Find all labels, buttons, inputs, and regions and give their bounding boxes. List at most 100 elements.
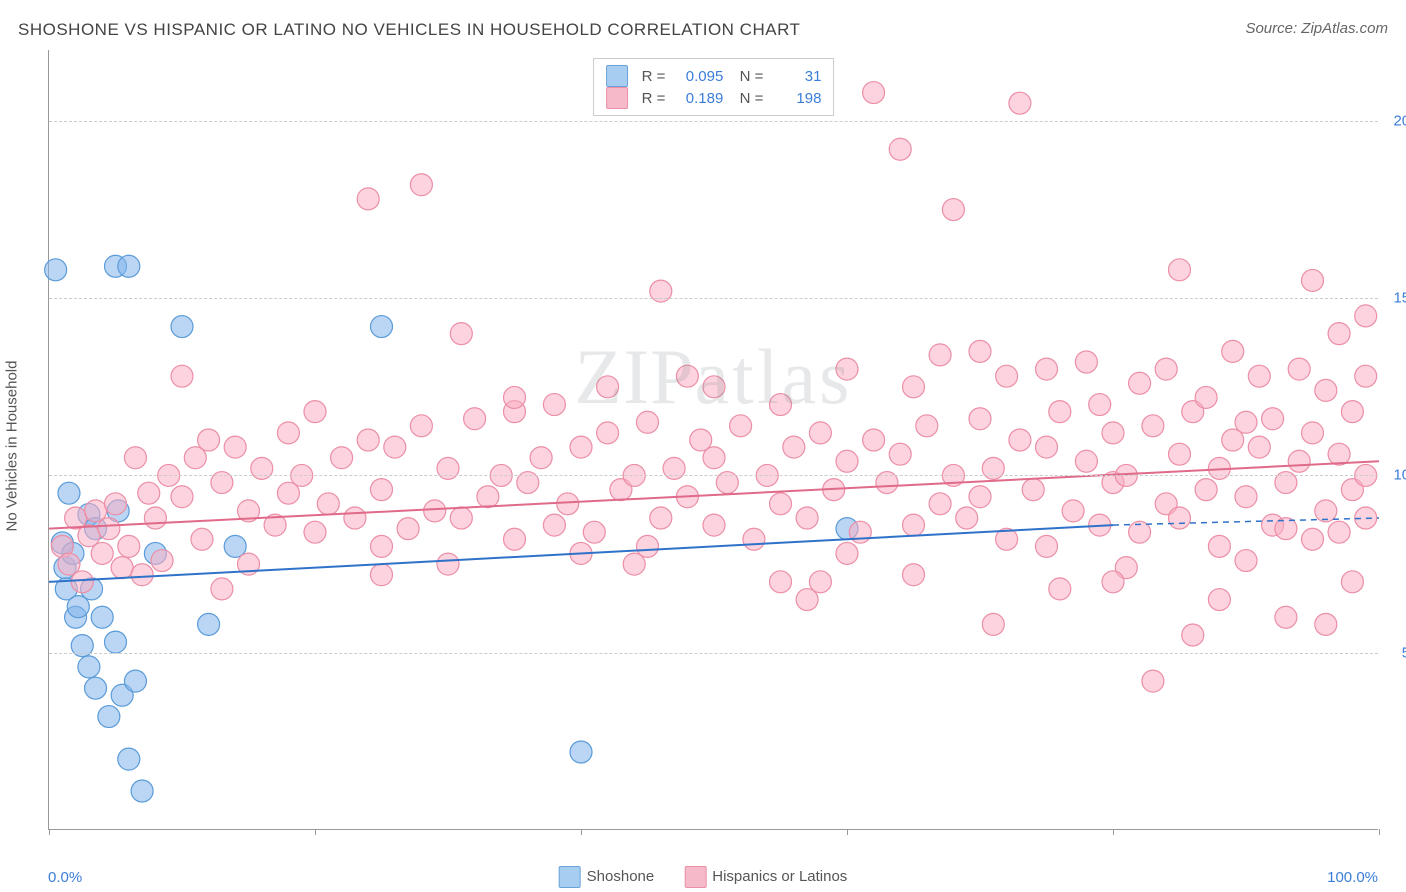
data-point (124, 670, 146, 692)
data-point (171, 365, 193, 387)
data-point (118, 535, 140, 557)
data-point (929, 493, 951, 515)
data-point (144, 507, 166, 529)
y-tick-label: 5.0% (1402, 644, 1406, 661)
data-point (504, 386, 526, 408)
data-point (942, 199, 964, 221)
data-point (543, 514, 565, 536)
data-point (929, 344, 951, 366)
data-point (91, 542, 113, 564)
data-point (344, 507, 366, 529)
data-point (371, 316, 393, 338)
data-point (1022, 479, 1044, 501)
data-point (637, 411, 659, 433)
data-point (863, 429, 885, 451)
data-point (1315, 379, 1337, 401)
data-point (1169, 443, 1191, 465)
data-point (863, 82, 885, 104)
data-point (91, 606, 113, 628)
data-point (477, 486, 499, 508)
data-point (1208, 535, 1230, 557)
data-point (1222, 340, 1244, 362)
legend-item: Shoshone (559, 866, 655, 888)
data-point (410, 174, 432, 196)
data-point (98, 518, 120, 540)
data-point (1288, 450, 1310, 472)
data-point (384, 436, 406, 458)
data-point (504, 528, 526, 550)
data-point (124, 447, 146, 469)
data-point (903, 514, 925, 536)
data-point (969, 486, 991, 508)
data-point (1036, 535, 1058, 557)
data-point (1328, 443, 1350, 465)
chart-title: SHOSHONE VS HISPANIC OR LATINO NO VEHICL… (18, 20, 800, 40)
data-point (836, 358, 858, 380)
data-point (1355, 305, 1377, 327)
data-point (836, 542, 858, 564)
data-point (1102, 422, 1124, 444)
data-point (1195, 479, 1217, 501)
data-point (437, 553, 459, 575)
data-point (331, 447, 353, 469)
data-point (889, 443, 911, 465)
data-point (1102, 571, 1124, 593)
data-point (1328, 521, 1350, 543)
data-point (743, 528, 765, 550)
source-attribution: Source: ZipAtlas.com (1245, 20, 1388, 37)
legend-row: R = 0.189 N = 198 (606, 87, 822, 109)
data-point (1355, 365, 1377, 387)
data-point (85, 677, 107, 699)
data-point (357, 429, 379, 451)
data-point (304, 521, 326, 543)
data-point (570, 436, 592, 458)
data-point (796, 507, 818, 529)
y-tick-label: 20.0% (1393, 112, 1406, 129)
data-point (464, 408, 486, 430)
data-point (224, 436, 246, 458)
data-point (597, 376, 619, 398)
data-point (1302, 269, 1324, 291)
data-point (996, 365, 1018, 387)
data-point (1009, 429, 1031, 451)
data-point (543, 394, 565, 416)
data-point (1208, 589, 1230, 611)
data-point (198, 429, 220, 451)
data-point (703, 376, 725, 398)
data-point (397, 518, 419, 540)
data-point (138, 482, 160, 504)
data-point (1169, 259, 1191, 281)
correlation-legend: R = 0.095 N = 31R = 0.189 N = 198 (593, 58, 835, 116)
data-point (1089, 394, 1111, 416)
y-axis-label: No Vehicles in Household (4, 361, 21, 532)
data-point (809, 571, 831, 593)
data-point (450, 507, 472, 529)
data-point (1248, 365, 1270, 387)
data-point (118, 748, 140, 770)
data-point (557, 493, 579, 515)
data-point (783, 436, 805, 458)
data-point (703, 514, 725, 536)
data-point (903, 376, 925, 398)
data-point (650, 507, 672, 529)
chart-plot-area: ZIPatlas R = 0.095 N = 31R = 0.189 N = 1… (48, 50, 1378, 830)
data-point (105, 493, 127, 515)
data-point (1302, 422, 1324, 444)
data-point (676, 365, 698, 387)
data-point (597, 422, 619, 444)
data-point (1341, 401, 1363, 423)
data-point (1328, 323, 1350, 345)
data-point (1062, 500, 1084, 522)
data-point (424, 500, 446, 522)
data-point (1275, 606, 1297, 628)
data-point (191, 528, 213, 550)
data-point (836, 450, 858, 472)
legend-item: Hispanics or Latinos (684, 866, 847, 888)
data-point (570, 741, 592, 763)
data-point (58, 482, 80, 504)
y-tick-label: 10.0% (1393, 467, 1406, 484)
data-point (583, 521, 605, 543)
data-point (1182, 624, 1204, 646)
scatter-svg (49, 50, 1378, 829)
x-axis-min-label: 0.0% (48, 869, 82, 886)
